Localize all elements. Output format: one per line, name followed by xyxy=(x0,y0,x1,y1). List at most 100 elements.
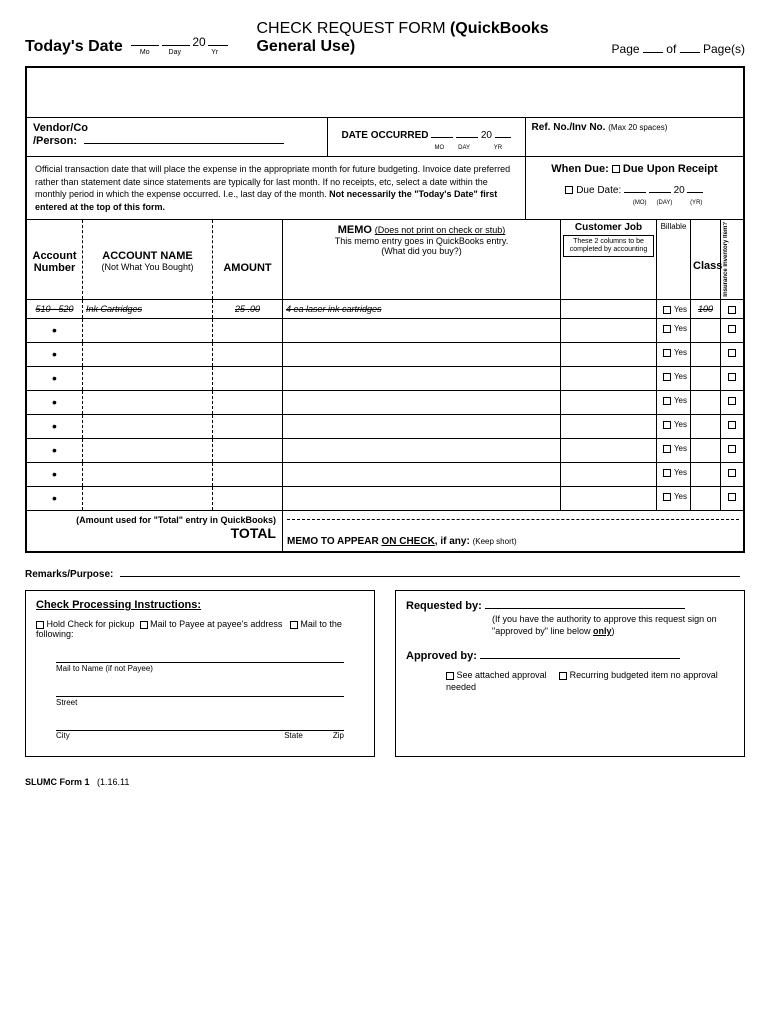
requested-input-line[interactable] xyxy=(485,599,685,609)
cell-acctnum[interactable]: • xyxy=(27,319,83,342)
due-mo-blank[interactable] xyxy=(624,183,646,193)
cell-memo[interactable] xyxy=(283,415,561,438)
cell-acctname[interactable] xyxy=(83,487,213,510)
cell-cust[interactable] xyxy=(561,463,657,486)
cell-amt[interactable] xyxy=(213,391,283,414)
inv-checkbox[interactable] xyxy=(728,325,736,333)
billable-checkbox[interactable] xyxy=(663,421,671,429)
yr-blank[interactable] xyxy=(208,32,228,46)
cell-class[interactable] xyxy=(691,391,721,414)
mail-payee-checkbox[interactable] xyxy=(140,621,148,629)
cell-acctnum[interactable]: • xyxy=(27,439,83,462)
inv-checkbox[interactable] xyxy=(728,397,736,405)
page-total-blank[interactable] xyxy=(680,41,700,53)
cell-cust[interactable] xyxy=(561,415,657,438)
inv-checkbox[interactable] xyxy=(728,421,736,429)
cell-acctnum[interactable]: • xyxy=(27,487,83,510)
cell-acctname[interactable] xyxy=(83,415,213,438)
cell-memo[interactable] xyxy=(283,319,561,342)
cell-acctnum[interactable]: • xyxy=(27,343,83,366)
due-yr-blank[interactable] xyxy=(687,183,703,193)
cell-class[interactable]: 100 xyxy=(691,300,721,318)
approved-input-line[interactable] xyxy=(480,649,680,659)
hold-check-checkbox[interactable] xyxy=(36,621,44,629)
cell-class[interactable] xyxy=(691,487,721,510)
inv-checkbox[interactable] xyxy=(728,493,736,501)
recurring-checkbox[interactable] xyxy=(559,672,567,680)
inv-checkbox[interactable] xyxy=(728,445,736,453)
inv-checkbox[interactable] xyxy=(728,349,736,357)
memo-a: MEMO xyxy=(338,224,372,236)
cell-cust[interactable] xyxy=(561,300,657,318)
cell-amt[interactable]: 25 .00 xyxy=(213,300,283,318)
cell-amt[interactable] xyxy=(213,367,283,390)
billable-checkbox[interactable] xyxy=(663,445,671,453)
cell-acctname[interactable] xyxy=(83,439,213,462)
billable-checkbox[interactable] xyxy=(663,493,671,501)
cell-amt[interactable] xyxy=(213,439,283,462)
cell-acctname[interactable] xyxy=(83,343,213,366)
cell-acctname[interactable] xyxy=(83,391,213,414)
page-num-blank[interactable] xyxy=(643,41,663,53)
cell-class[interactable] xyxy=(691,463,721,486)
mo-blank[interactable] xyxy=(131,32,159,46)
cell-class[interactable] xyxy=(691,319,721,342)
cust-note: These 2 columns to be completed by accou… xyxy=(563,235,654,256)
occ-mo-blank[interactable] xyxy=(431,128,453,138)
billable-checkbox[interactable] xyxy=(663,397,671,405)
cell-acctname[interactable] xyxy=(83,367,213,390)
billable-checkbox[interactable] xyxy=(663,349,671,357)
cell-cust[interactable] xyxy=(561,343,657,366)
inv-checkbox[interactable] xyxy=(728,373,736,381)
billable-checkbox[interactable] xyxy=(663,306,671,314)
cell-cust[interactable] xyxy=(561,487,657,510)
cell-amt[interactable] xyxy=(213,415,283,438)
billable-checkbox[interactable] xyxy=(663,469,671,477)
due-day-blank[interactable] xyxy=(649,183,671,193)
title-a: CHECK REQUEST FORM xyxy=(256,20,450,37)
inv-checkbox[interactable] xyxy=(728,469,736,477)
cell-memo[interactable] xyxy=(283,463,561,486)
cell-cust[interactable] xyxy=(561,391,657,414)
cell-acctname[interactable] xyxy=(83,463,213,486)
cell-memo[interactable] xyxy=(283,439,561,462)
cell-acctnum[interactable]: • xyxy=(27,415,83,438)
cell-amt[interactable] xyxy=(213,343,283,366)
cell-acctname[interactable]: Ink Cartridges xyxy=(83,300,213,318)
cell-class[interactable] xyxy=(691,415,721,438)
addr-line-1[interactable] xyxy=(56,653,344,663)
cell-class[interactable] xyxy=(691,367,721,390)
cell-memo[interactable]: 4 ea laser ink cartridges xyxy=(283,300,561,318)
billable-checkbox[interactable] xyxy=(663,373,671,381)
cell-amt[interactable] xyxy=(213,319,283,342)
billable-checkbox[interactable] xyxy=(663,325,671,333)
cell-memo[interactable] xyxy=(283,487,561,510)
cell-amt[interactable] xyxy=(213,487,283,510)
cell-class[interactable] xyxy=(691,343,721,366)
addr-line-2[interactable] xyxy=(56,687,344,697)
cell-cust[interactable] xyxy=(561,319,657,342)
cell-memo[interactable] xyxy=(283,343,561,366)
cell-class[interactable] xyxy=(691,439,721,462)
cell-acctnum[interactable]: • xyxy=(27,391,83,414)
cell-acctnum[interactable]: • xyxy=(27,367,83,390)
cell-amt[interactable] xyxy=(213,463,283,486)
addr-line-3[interactable] xyxy=(56,721,344,731)
cell-acctname[interactable] xyxy=(83,319,213,342)
cell-memo[interactable] xyxy=(283,391,561,414)
cell-cust[interactable] xyxy=(561,439,657,462)
remarks-input-line[interactable] xyxy=(120,567,740,577)
occ-day-blank[interactable] xyxy=(456,128,478,138)
due-upon-checkbox[interactable] xyxy=(612,165,620,173)
cell-memo[interactable] xyxy=(283,367,561,390)
due-date-checkbox[interactable] xyxy=(565,186,573,194)
cell-cust[interactable] xyxy=(561,367,657,390)
inv-checkbox[interactable] xyxy=(728,306,736,314)
see-attached-checkbox[interactable] xyxy=(446,672,454,680)
cell-acctnum[interactable]: • xyxy=(27,463,83,486)
vendor-input-line[interactable] xyxy=(84,134,284,144)
cell-acctnum[interactable]: 510 - 520 xyxy=(27,300,83,318)
day-blank[interactable] xyxy=(162,32,190,46)
occ-yr-blank[interactable] xyxy=(495,128,511,138)
mail-following-checkbox[interactable] xyxy=(290,621,298,629)
